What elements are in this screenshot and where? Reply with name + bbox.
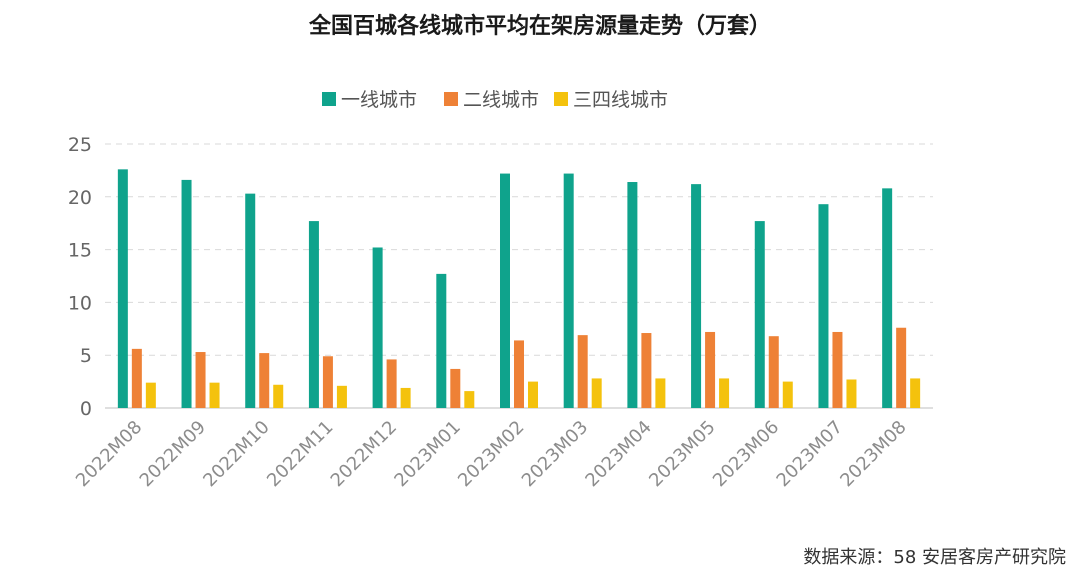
x-tick-label: 2022M08: [72, 417, 146, 491]
y-tick-label: 0: [80, 398, 92, 420]
y-tick-label: 10: [68, 292, 92, 314]
x-tick-label: 2023M05: [645, 417, 719, 491]
source-note: 数据来源：58 安居客房产研究院: [803, 547, 1066, 568]
bar: 二线城市 2023M03: 6.9: [577, 335, 588, 408]
bar: 二线城市 2023M06: 6.8: [768, 336, 779, 408]
bar: 三四线城市 2022M12: 1.9: [400, 387, 411, 408]
x-tick-label: 2022M09: [136, 417, 210, 491]
bar: 一线城市 2022M12: 15.2: [372, 247, 383, 408]
bar: 一线城市 2022M09: 21.6: [181, 179, 192, 408]
bar: 三四线城市 2022M09: 2.4: [209, 382, 220, 408]
bar: 二线城市 2023M01: 3.7: [450, 368, 461, 408]
bar: 三四线城市 2022M11: 2.1: [336, 385, 347, 408]
gridlines: [105, 143, 933, 356]
bar: 二线城市 2023M07: 7.2: [832, 331, 843, 408]
bar: 一线城市 2023M01: 12.7: [436, 273, 447, 408]
bar: 二线城市 2023M02: 6.4: [514, 340, 524, 408]
bar: 二线城市 2022M11: 4.9: [322, 356, 333, 408]
legend-label: 三四线城市: [573, 89, 668, 111]
legend-swatch: [554, 92, 568, 106]
chart-title: 全国百城各线城市平均在架房源量走势（万套）: [308, 14, 771, 39]
legend-swatch: [322, 92, 336, 106]
bar: 二线城市 2022M12: 4.6: [386, 359, 397, 408]
legend-swatch: [444, 92, 458, 106]
x-tick-label: 2023M01: [390, 417, 464, 491]
y-tick-label: 15: [68, 240, 92, 262]
bar: 三四线城市 2023M07: 2.7: [846, 379, 857, 408]
bar: 一线城市 2023M07: 19.3: [818, 204, 829, 408]
bar: 二线城市 2022M10: 5.2: [259, 353, 270, 408]
bar: 一线城市 2023M08: 20.8: [882, 188, 893, 408]
bar: 三四线城市 2023M03: 2.8: [591, 378, 602, 408]
x-tick-label: 2022M12: [327, 417, 401, 491]
bar: 二线城市 2023M04: 7.1: [641, 333, 652, 408]
x-tick-label: 2023M02: [454, 417, 528, 491]
bar: 一线城市 2023M05: 21.2: [691, 184, 702, 408]
bar: 三四线城市 2022M08: 2.4: [145, 382, 156, 408]
x-tick-label: 2023M08: [836, 417, 910, 491]
bar: 一线城市 2022M11: 17.7: [308, 221, 319, 408]
bar: 二线城市 2022M08: 5.6: [131, 348, 142, 408]
legend-label: 一线城市: [341, 89, 417, 111]
x-tick-label: 2023M04: [581, 417, 655, 491]
bar: 三四线城市 2023M01: 1.6: [464, 391, 475, 408]
bar: 三四线城市 2023M06: 2.5: [782, 381, 793, 408]
x-tick-label: 2023M03: [518, 417, 592, 491]
bar: 二线城市 2022M09: 5.3: [195, 352, 206, 408]
bar: 一线城市 2022M08: 22.6: [117, 169, 128, 408]
bar: 一线城市 2022M10: 20.3: [245, 193, 256, 408]
bar: 三四线城市 2023M04: 2.8: [655, 378, 666, 408]
x-tick-label: 2023M06: [709, 417, 783, 491]
bar: 一线城市 2023M02: 22.2: [500, 173, 510, 408]
legend: 一线城市 二线城市 三四线城市: [322, 89, 668, 111]
bar: 三四线城市 2023M08: 2.8: [910, 378, 921, 408]
legend-label: 二线城市: [463, 89, 539, 111]
bar: 三四线城市 2023M02: 2.5: [528, 381, 538, 408]
y-tick-label: 25: [68, 134, 92, 156]
x-tick-label: 2022M11: [263, 417, 337, 491]
x-tick-label: 2022M10: [199, 417, 273, 491]
x-tick-label: 2023M07: [773, 417, 847, 491]
bar: 一线城市 2023M04: 21.4: [627, 182, 638, 408]
bars: 一线城市 2022M08: 22.6二线城市 2022M08: 5.6三四线城市…: [117, 169, 921, 408]
bar: 一线城市 2023M03: 22.2: [563, 173, 574, 408]
bar: 三四线城市 2023M05: 2.8: [719, 378, 730, 408]
y-tick-label: 20: [68, 187, 92, 209]
y-tick-label: 5: [80, 345, 92, 367]
bar: 三四线城市 2022M10: 2.2: [273, 384, 284, 408]
bar: 一线城市 2023M06: 17.7: [754, 221, 765, 408]
bar: 二线城市 2023M05: 7.2: [705, 331, 716, 408]
bar: 二线城市 2023M08: 7.6: [896, 327, 907, 408]
